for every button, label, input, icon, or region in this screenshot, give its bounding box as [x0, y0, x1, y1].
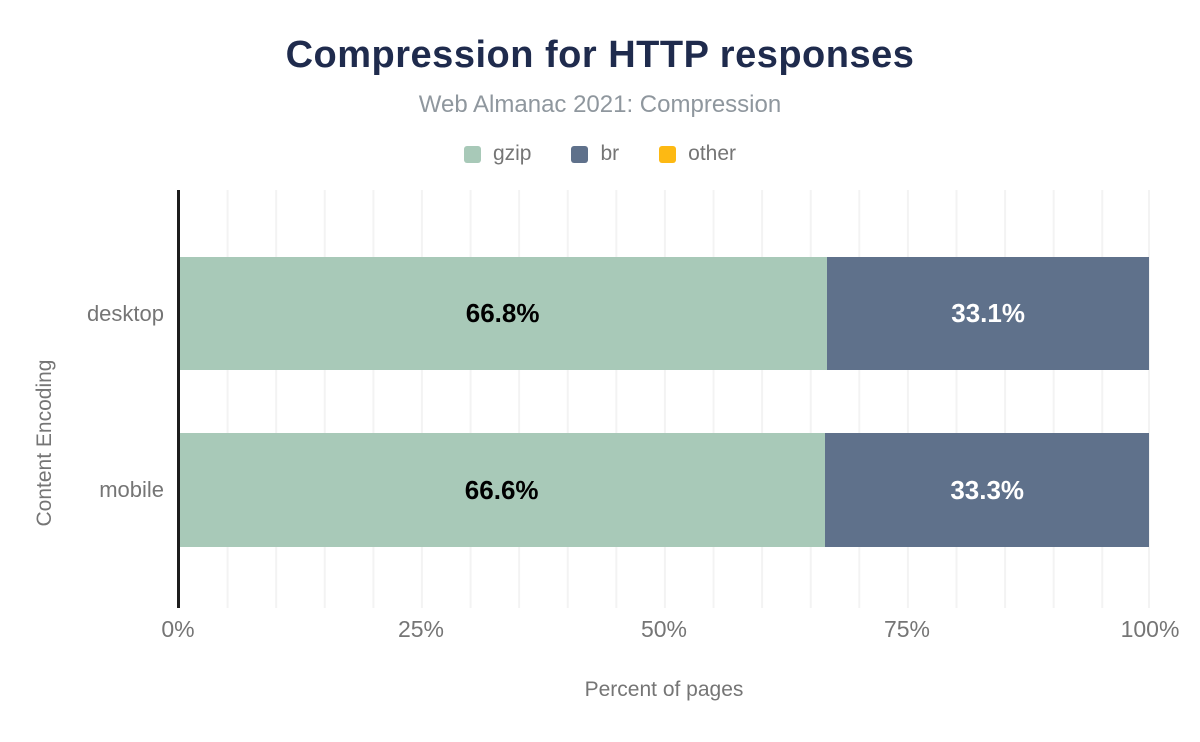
legend-swatch-gzip	[463, 145, 481, 163]
legend-item-gzip: gzip	[463, 142, 532, 166]
chart-subtitle: Web Almanac 2021: Compression	[418, 91, 782, 118]
x-tick-label: 75%	[883, 616, 931, 642]
bar-segment-br-desktop[interactable]: 33.1%	[827, 257, 1149, 370]
category-labels: desktop mobile	[0, 190, 164, 602]
legend-swatch-other	[659, 145, 677, 163]
gridline-100pct	[1148, 190, 1150, 608]
legend-item-other: other	[659, 142, 736, 166]
x-tick-label: 100%	[1120, 616, 1180, 642]
legend-swatch-br	[571, 145, 589, 163]
x-axis-title: Percent of pages	[584, 678, 744, 701]
bar-segment-gzip-desktop[interactable]: 66.8%	[178, 257, 828, 370]
legend-label: br	[600, 142, 620, 165]
category-label-mobile: mobile	[99, 477, 164, 502]
bar-value-label: 66.6%	[464, 474, 539, 505]
y-axis-line	[177, 190, 180, 608]
legend-item-br: br	[571, 142, 619, 166]
x-tick-label: 50%	[640, 616, 688, 642]
legend-label: other	[688, 142, 737, 165]
chart-title: Compression for HTTP responses	[285, 34, 915, 76]
x-tick-label: 25%	[397, 616, 445, 642]
bar-value-label: 33.3%	[950, 474, 1025, 505]
category-label-desktop: desktop	[86, 300, 164, 326]
legend-label: gzip	[492, 142, 532, 165]
plot-area: 66.8% 33.1% 66.6% 33.3%	[177, 190, 1150, 608]
bar-value-label: 66.8%	[465, 298, 540, 328]
bar-row-mobile: 66.6% 33.3%	[178, 433, 1150, 547]
bar-row-desktop: 66.8% 33.1%	[178, 257, 1150, 370]
bar-segment-gzip-mobile[interactable]: 66.6%	[178, 433, 826, 547]
x-tick-label: 0%	[161, 616, 195, 642]
x-axis-ticks: 0% 25% 50% 75% 100%	[161, 616, 1179, 646]
bar-value-label: 33.1%	[951, 298, 1025, 328]
legend: gzip br other	[0, 142, 1200, 166]
bar-segment-br-mobile[interactable]: 33.3%	[825, 433, 1150, 547]
gridline-stubs	[178, 602, 1150, 608]
